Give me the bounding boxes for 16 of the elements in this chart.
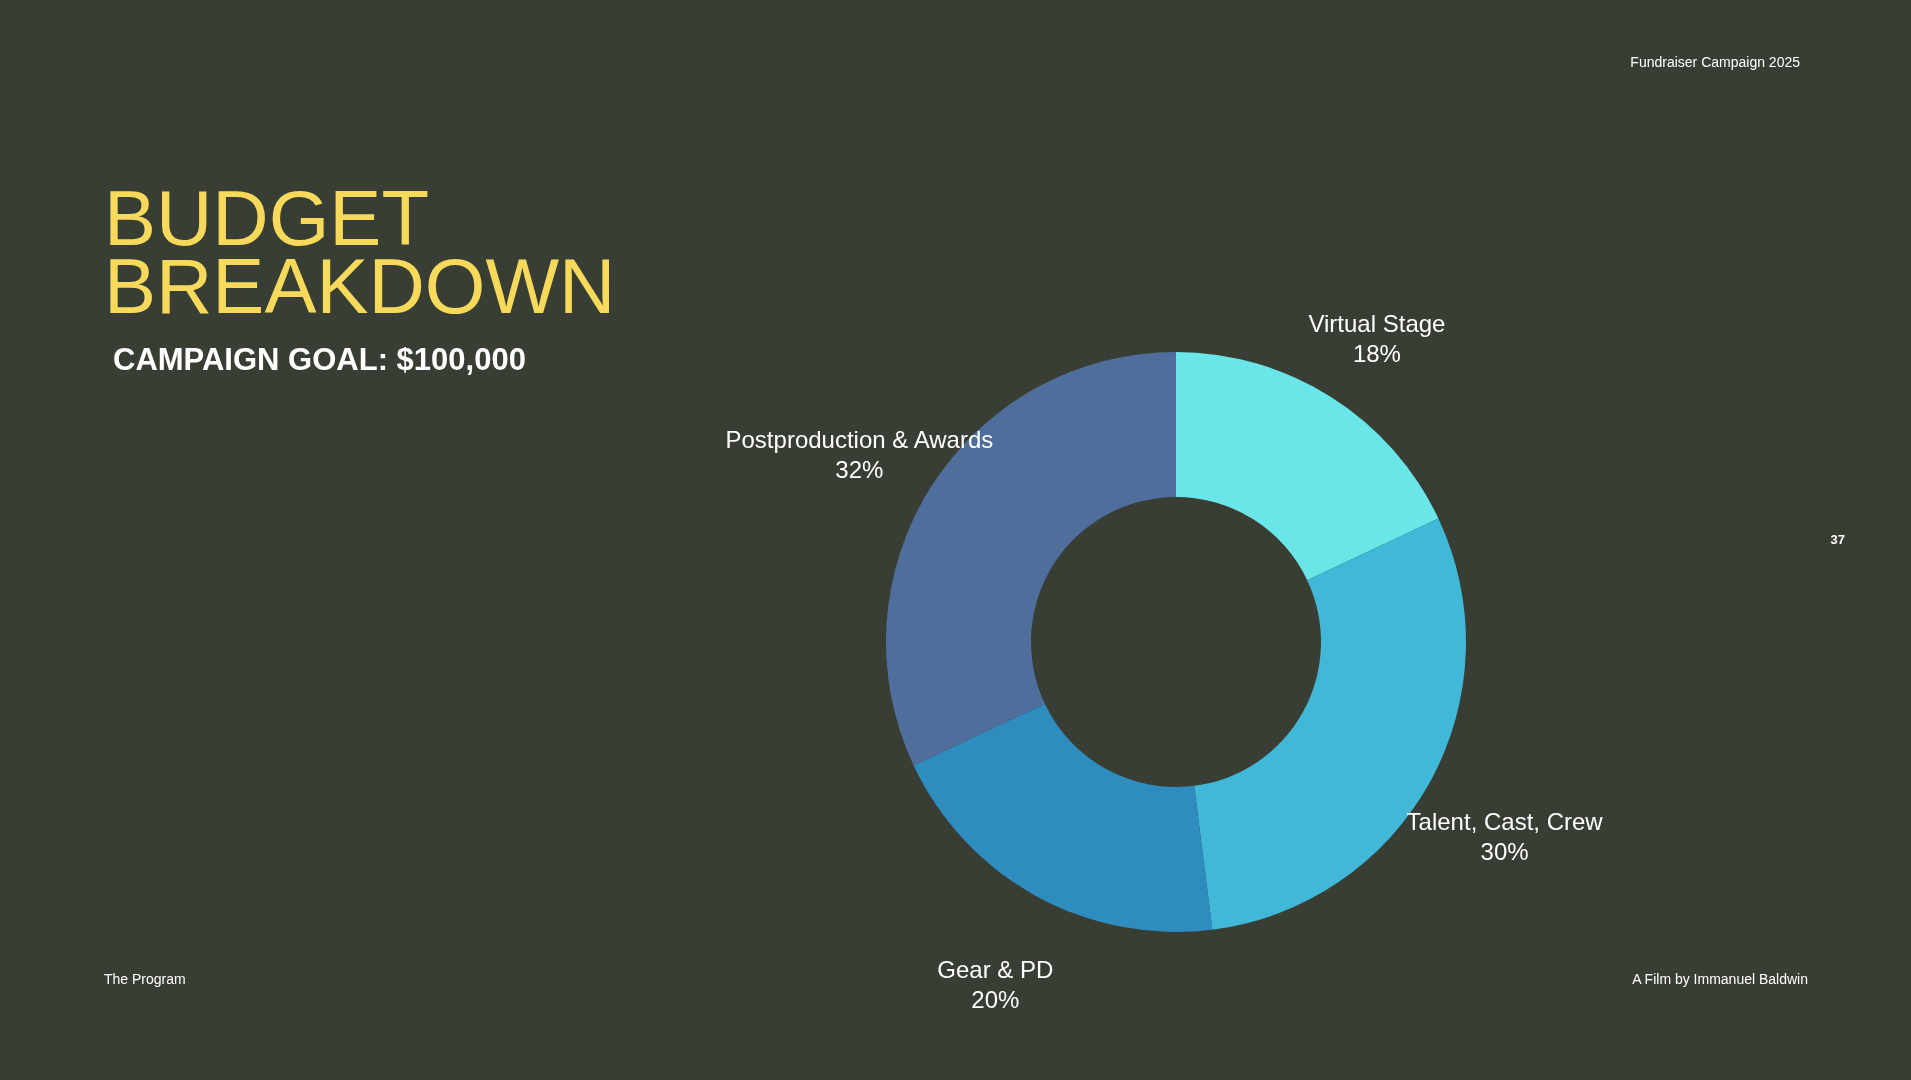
data-label: 18% bbox=[1352, 340, 1401, 368]
slice-label: Gear & PD bbox=[937, 955, 1054, 983]
text: The Program bbox=[104, 971, 186, 987]
data-label: 20% bbox=[971, 985, 1020, 1013]
text: Fundraiser Campaign 2025 bbox=[1630, 54, 1801, 70]
slice-label: Talent, Cast, Crew bbox=[1406, 807, 1604, 835]
text: 37 bbox=[1830, 532, 1845, 547]
chart-title: BUDGET BREAKDOWN bbox=[104, 174, 616, 330]
text: A Film by Immanuel Baldwin bbox=[1632, 971, 1808, 987]
slice-label: Postproduction & Awards bbox=[725, 426, 994, 454]
donut-slice bbox=[886, 352, 1176, 766]
data-label: 30% bbox=[1480, 837, 1529, 865]
data-label: 32% bbox=[835, 456, 884, 484]
text: CAMPAIGN GOAL: $100,000 bbox=[113, 342, 526, 377]
donut-slice bbox=[913, 703, 1213, 932]
slice-label: Virtual Stage bbox=[1308, 310, 1446, 338]
